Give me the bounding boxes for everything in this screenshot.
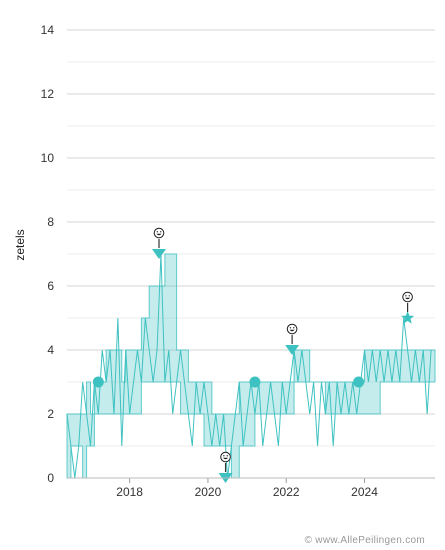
y-tick-label: 12: [41, 87, 55, 101]
y-tick-label: 8: [47, 215, 54, 229]
y-axis-ticks: 0 2 4 6 8 10 12 14: [41, 23, 55, 485]
poll-lines: [66, 253, 432, 479]
y-tick-label: 4: [47, 343, 54, 357]
event-marker-circle: [249, 376, 261, 388]
credit-text[interactable]: © www.AllePeilingen.com: [304, 535, 425, 546]
y-tick-label: 6: [47, 279, 54, 293]
x-tick-label: 2022: [273, 485, 300, 499]
gridlines: [67, 29, 435, 479]
grin-emoji-icon: [402, 291, 413, 303]
emoji-eye: [405, 295, 407, 297]
event-marker-circle: [353, 376, 365, 388]
event-markers: [92, 227, 415, 483]
emoji-eye: [408, 295, 410, 297]
emoji-eye: [226, 455, 228, 457]
grin-emoji-icon: [220, 451, 231, 463]
emoji-eye: [289, 327, 292, 329]
event-marker-arrow: [152, 249, 166, 259]
event-marker-star: [400, 311, 415, 324]
emoji-eye: [156, 231, 158, 233]
y-tick-label: 0: [47, 471, 54, 485]
event-marker-arrow: [285, 345, 300, 355]
x-tick-label: 2020: [195, 485, 222, 499]
emoji-mouth: [222, 457, 229, 460]
emoji-mouth: [156, 233, 162, 236]
event-marker-circle: [92, 376, 104, 388]
y-tick-label: 2: [47, 407, 54, 421]
emoji-eye: [160, 231, 162, 233]
x-tick-label: 2018: [116, 485, 143, 499]
emoji-eye: [223, 455, 225, 457]
grin-emoji-icon: [153, 227, 165, 239]
y-axis-label: zetels: [13, 229, 27, 260]
x-axis-ticks: 2018 2020 2022 2024: [67, 477, 435, 499]
emoji-eye: [293, 327, 295, 329]
emoji-mouth: [404, 297, 411, 300]
grin-emoji-icon: [286, 323, 298, 335]
y-tick-label: 14: [41, 23, 55, 37]
poll-series-line: [66, 253, 432, 479]
y-tick-label: 10: [41, 151, 55, 165]
emoji-mouth: [289, 329, 295, 332]
x-tick-label: 2024: [351, 485, 378, 499]
